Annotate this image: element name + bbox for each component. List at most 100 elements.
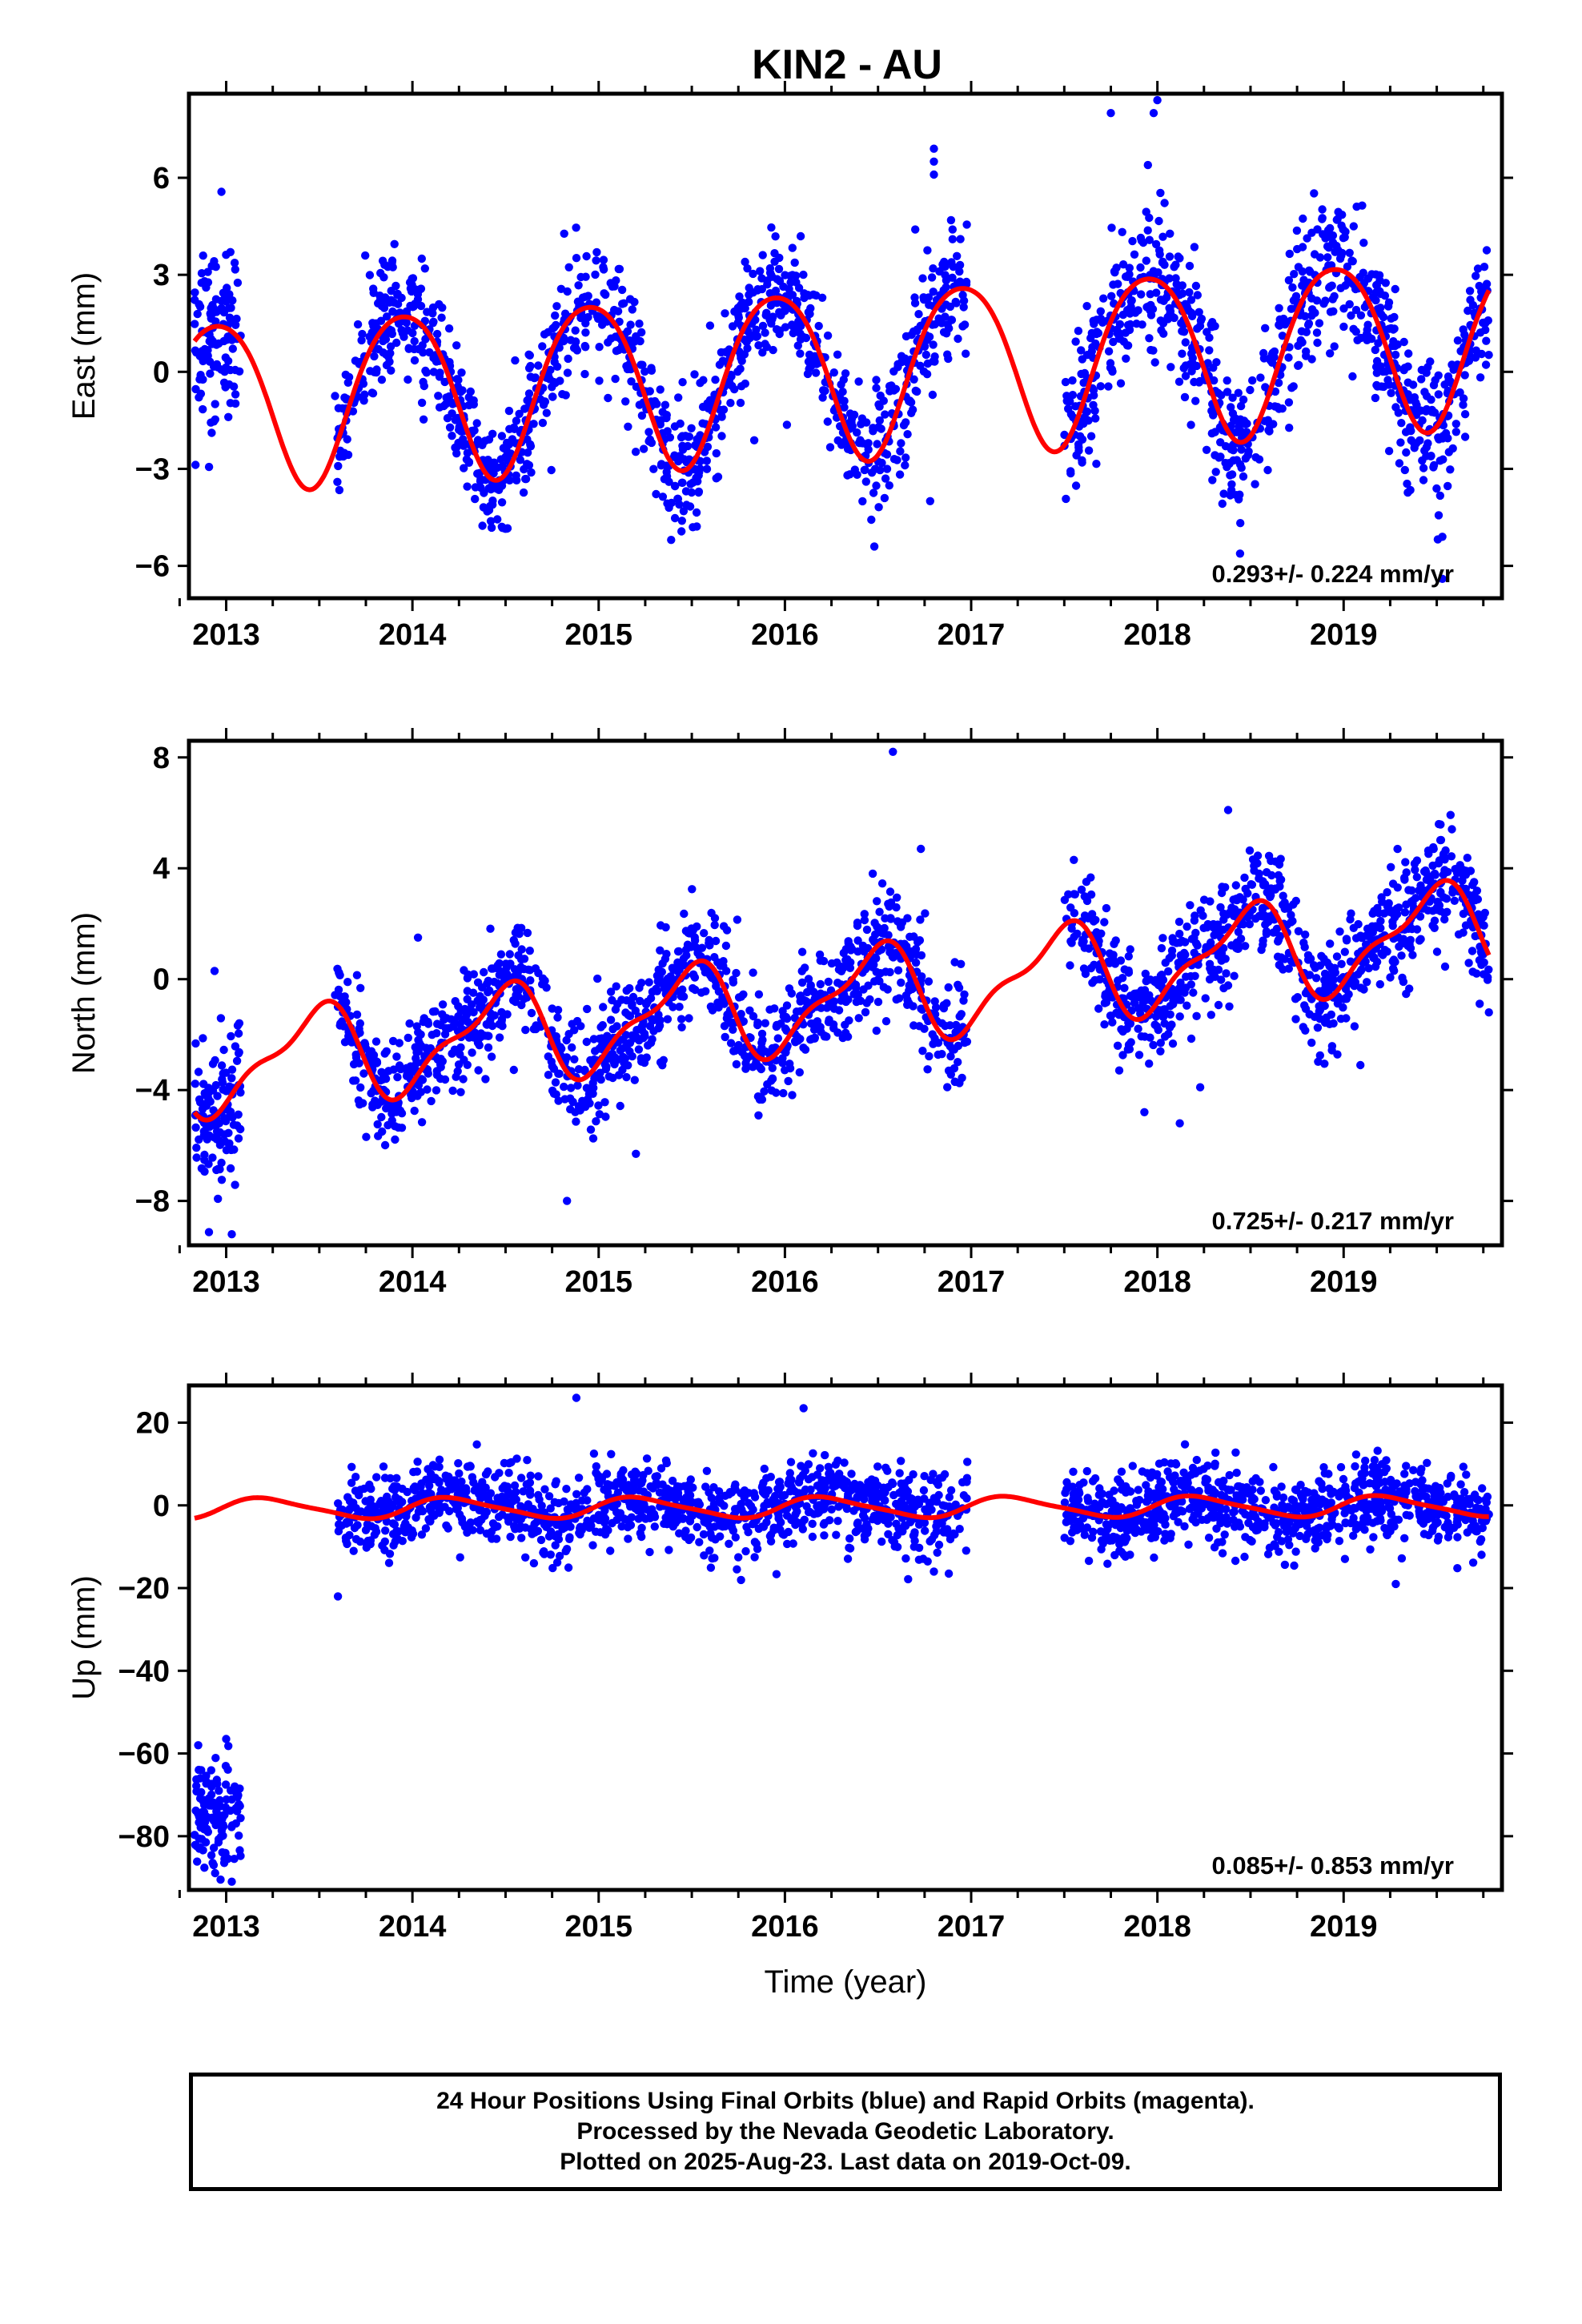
data-point	[749, 968, 757, 977]
data-point	[1077, 346, 1086, 355]
data-point	[824, 1462, 833, 1472]
data-point	[1118, 1051, 1127, 1059]
data-point	[1222, 969, 1231, 978]
data-point	[236, 1088, 245, 1097]
data-point	[1399, 337, 1408, 347]
data-point	[1182, 922, 1191, 931]
x-tick-label: 2016	[751, 1265, 819, 1299]
data-point	[816, 956, 825, 965]
data-point	[435, 372, 444, 381]
data-point	[930, 997, 939, 1006]
data-point	[1460, 410, 1470, 419]
data-point	[1400, 465, 1410, 475]
data-point	[633, 1035, 643, 1043]
data-point	[1178, 327, 1186, 336]
data-point	[1340, 947, 1350, 956]
data-point	[1484, 351, 1493, 360]
data-point	[1193, 291, 1203, 300]
data-point	[821, 1450, 829, 1460]
data-point	[737, 353, 745, 363]
data-point	[595, 1110, 604, 1119]
data-point	[837, 996, 845, 1005]
data-point	[680, 961, 689, 970]
data-point	[770, 249, 779, 258]
data-point	[1060, 430, 1069, 440]
x-tick-label: 2014	[379, 1265, 447, 1299]
data-point	[942, 999, 951, 1007]
data-point	[226, 1164, 235, 1173]
data-point	[1417, 365, 1427, 375]
data-point	[771, 232, 780, 241]
data-point	[512, 476, 521, 485]
data-point	[895, 470, 905, 479]
data-point	[722, 967, 731, 975]
data-point	[1426, 357, 1435, 366]
data-point	[953, 251, 962, 260]
data-point	[681, 487, 691, 496]
data-point	[1060, 895, 1070, 905]
data-point	[796, 349, 805, 358]
data-point	[861, 465, 869, 474]
data-point	[793, 1036, 802, 1045]
data-point	[395, 1039, 404, 1047]
data-point	[736, 364, 745, 373]
data-point	[563, 287, 572, 296]
data-point	[955, 267, 964, 276]
data-point	[889, 953, 897, 962]
data-point	[893, 966, 903, 975]
data-point	[1296, 339, 1305, 348]
data-point	[526, 372, 535, 381]
data-point	[621, 397, 630, 406]
data-point	[1107, 223, 1116, 232]
data-point	[1351, 305, 1361, 315]
data-point	[201, 1838, 211, 1847]
data-point	[563, 368, 572, 377]
data-point	[1151, 239, 1161, 249]
data-point	[741, 257, 749, 267]
data-point	[806, 982, 815, 991]
data-point	[408, 1094, 416, 1103]
data-point	[1375, 979, 1385, 989]
data-point	[757, 1064, 765, 1074]
data-point	[463, 482, 472, 491]
data-point	[417, 254, 426, 263]
data-point	[222, 1146, 231, 1155]
data-point	[1186, 420, 1195, 429]
data-point	[220, 290, 229, 300]
data-point	[804, 975, 813, 983]
data-point	[1070, 909, 1079, 918]
data-point	[463, 995, 472, 1004]
data-point	[558, 390, 567, 399]
data-point	[1082, 878, 1091, 887]
data-point	[570, 1055, 579, 1064]
data-point	[1411, 866, 1419, 875]
data-point	[761, 328, 769, 337]
data-point	[908, 405, 917, 414]
data-point	[209, 1844, 219, 1852]
data-point	[404, 1033, 412, 1043]
data-point	[761, 1019, 769, 1027]
data-point	[703, 442, 713, 452]
data-point	[942, 283, 950, 292]
data-point	[756, 267, 765, 275]
data-point	[568, 1097, 577, 1107]
data-point	[593, 974, 602, 983]
data-point	[192, 1144, 201, 1152]
data-point	[1216, 903, 1225, 912]
data-point	[233, 278, 243, 287]
data-point	[1476, 999, 1484, 1008]
data-point	[560, 229, 568, 238]
data-point	[834, 965, 844, 974]
data-point	[459, 1075, 468, 1084]
data-point	[1347, 256, 1356, 265]
data-point	[828, 1001, 837, 1011]
data-point	[1153, 95, 1162, 105]
data-point	[464, 393, 473, 402]
data-point	[1118, 227, 1126, 236]
data-point	[901, 1554, 910, 1563]
data-point	[551, 1078, 560, 1087]
data-point	[211, 1754, 220, 1763]
data-point	[1231, 414, 1240, 423]
data-point	[722, 926, 732, 935]
